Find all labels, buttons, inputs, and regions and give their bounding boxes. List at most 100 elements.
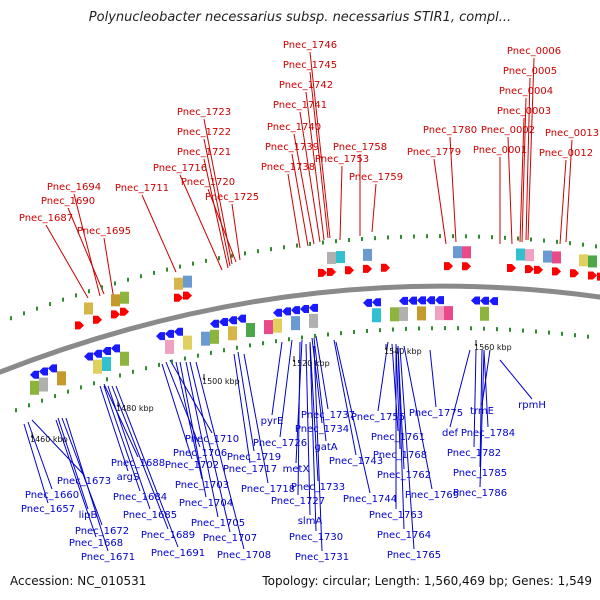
gene-block[interactable] [453,246,462,259]
gene-label-inner[interactable]: Pnec_1710 [185,434,239,445]
gene-block[interactable] [516,248,525,261]
gene-label-outer[interactable]: Pnec_1694 [47,182,101,193]
gene-label-inner[interactable]: Pnec_1691 [151,548,205,559]
gene-label-inner[interactable]: Pnec_1785 [453,468,507,479]
gene-arrow[interactable] [534,265,543,274]
gene-arrow[interactable] [183,291,192,300]
gene-arrow[interactable] [39,367,48,376]
gene-label-outer[interactable]: Pnec_1746 [283,40,337,51]
gene-arrow[interactable] [372,298,381,307]
gene-arrow[interactable] [345,266,354,275]
gene-features[interactable] [30,246,600,395]
gene-label-outer[interactable]: Pnec_1695 [77,226,131,237]
gene-label-inner[interactable]: Pnec_1704 [179,498,233,509]
gene-arrow[interactable] [228,316,237,325]
gene-arrow[interactable] [471,296,480,305]
gene-label-inner[interactable]: Pnec_1671 [81,552,135,563]
gene-arrow[interactable] [237,314,246,323]
gene-label-inner[interactable]: Pnec_1706 [173,448,227,459]
gene-arrow[interactable] [363,298,372,307]
gene-label-outer[interactable]: Pnec_0005 [503,66,557,77]
gene-arrow[interactable] [597,272,600,281]
gene-block[interactable] [264,320,273,335]
gene-label-inner[interactable]: Pnec_1702 [165,460,219,471]
gene-label-inner[interactable]: Pnec_1707 [203,533,257,544]
gene-label-inner[interactable]: Pnec_1684 [113,492,167,503]
gene-block[interactable] [588,255,597,268]
gene-label-outer[interactable]: Pnec_1739 [265,142,319,153]
gene-arrow[interactable] [363,264,372,273]
gene-block[interactable] [579,254,588,267]
gene-block[interactable] [93,359,102,374]
gene-block[interactable] [435,306,444,321]
gene-block[interactable] [336,251,345,264]
gene-block[interactable] [84,302,93,315]
gene-label-outer[interactable]: Pnec_1725 [205,192,259,203]
gene-block[interactable] [201,331,210,346]
gene-arrow[interactable] [93,315,102,324]
gene-block[interactable] [39,377,48,392]
gene-arrow[interactable] [399,296,408,305]
gene-block[interactable] [480,306,489,321]
gene-block[interactable] [390,307,399,322]
gene-arrow[interactable] [408,296,417,305]
gene-arrow[interactable] [102,346,111,355]
gene-label-outer[interactable]: Pnec_1740 [267,122,321,133]
gene-label-outer[interactable]: Pnec_1753 [315,154,369,165]
gene-block[interactable] [57,371,66,386]
gene-label-inner[interactable]: slmA [298,516,323,527]
gene-arrow[interactable] [210,319,219,328]
gene-block[interactable] [462,246,471,259]
gene-label-inner[interactable]: Pnec_1786 [453,488,507,499]
gene-label-inner[interactable]: def [442,428,459,439]
gene-block[interactable] [327,251,336,264]
gene-label-outer[interactable]: Pnec_1745 [283,60,337,71]
gene-label-outer[interactable]: Pnec_0012 [539,148,593,159]
gene-block[interactable] [174,277,183,290]
gene-arrow[interactable] [165,329,174,338]
gene-block[interactable] [102,356,111,371]
gene-label-inner[interactable]: Pnec_1688 [111,458,165,469]
gene-arrow[interactable] [219,318,228,327]
gene-arrow[interactable] [300,305,309,313]
gene-label-inner[interactable]: Pnec_1733 [291,482,345,493]
gene-arrow[interactable] [84,352,93,361]
gene-block[interactable] [228,326,237,341]
gene-label-inner[interactable]: Pnec_1768 [373,450,427,461]
gene-block[interactable] [273,318,282,333]
gene-arrow[interactable] [417,296,426,305]
gene-arrow[interactable] [309,303,318,312]
gene-label-outer[interactable]: Pnec_1758 [333,142,387,153]
gene-arrow[interactable] [291,306,300,315]
gene-label-inner[interactable]: Pnec_1672 [75,526,129,537]
gene-label-outer[interactable]: Pnec_1687 [19,213,73,224]
gene-label-inner[interactable]: Pnec_1708 [217,550,271,561]
gene-block[interactable] [120,351,129,366]
gene-label-outer[interactable]: Pnec_1742 [279,80,333,91]
gene-arrow[interactable] [318,268,327,277]
gene-block[interactable] [309,313,318,328]
gene-label-inner[interactable]: Pnec_1782 [447,448,501,459]
gene-label-inner[interactable]: Pnec_1737 [301,410,355,421]
gene-label-inner[interactable]: rpmH [518,400,546,411]
gene-block[interactable] [165,339,174,354]
gene-arrow[interactable] [156,332,165,341]
gene-label-inner[interactable]: Pnec_1705 [191,518,245,529]
gene-label-inner[interactable]: Pnec_1734 [295,424,349,435]
gene-arrow[interactable] [282,307,291,316]
gene-label-inner[interactable]: Pnec_1673 [57,476,111,487]
gene-arrow[interactable] [111,344,120,353]
gene-block[interactable] [543,250,552,263]
gene-label-inner[interactable]: pyrE [261,416,284,427]
gene-label-inner[interactable]: Pnec_1743 [329,456,383,467]
gene-label-inner[interactable]: Pnec_1668 [69,538,123,549]
gene-arrow[interactable] [444,262,453,271]
gene-arrow[interactable] [174,293,183,302]
gene-label-outer[interactable]: Pnec_0003 [497,106,551,117]
gene-label-inner[interactable]: Pnec_1718 [241,484,295,495]
gene-block[interactable] [183,335,192,350]
gene-arrow[interactable] [489,297,498,306]
gene-label-inner[interactable]: Pnec_1762 [377,470,431,481]
gene-label-outer[interactable]: Pnec_0001 [473,145,527,156]
gene-arrow[interactable] [120,307,129,316]
